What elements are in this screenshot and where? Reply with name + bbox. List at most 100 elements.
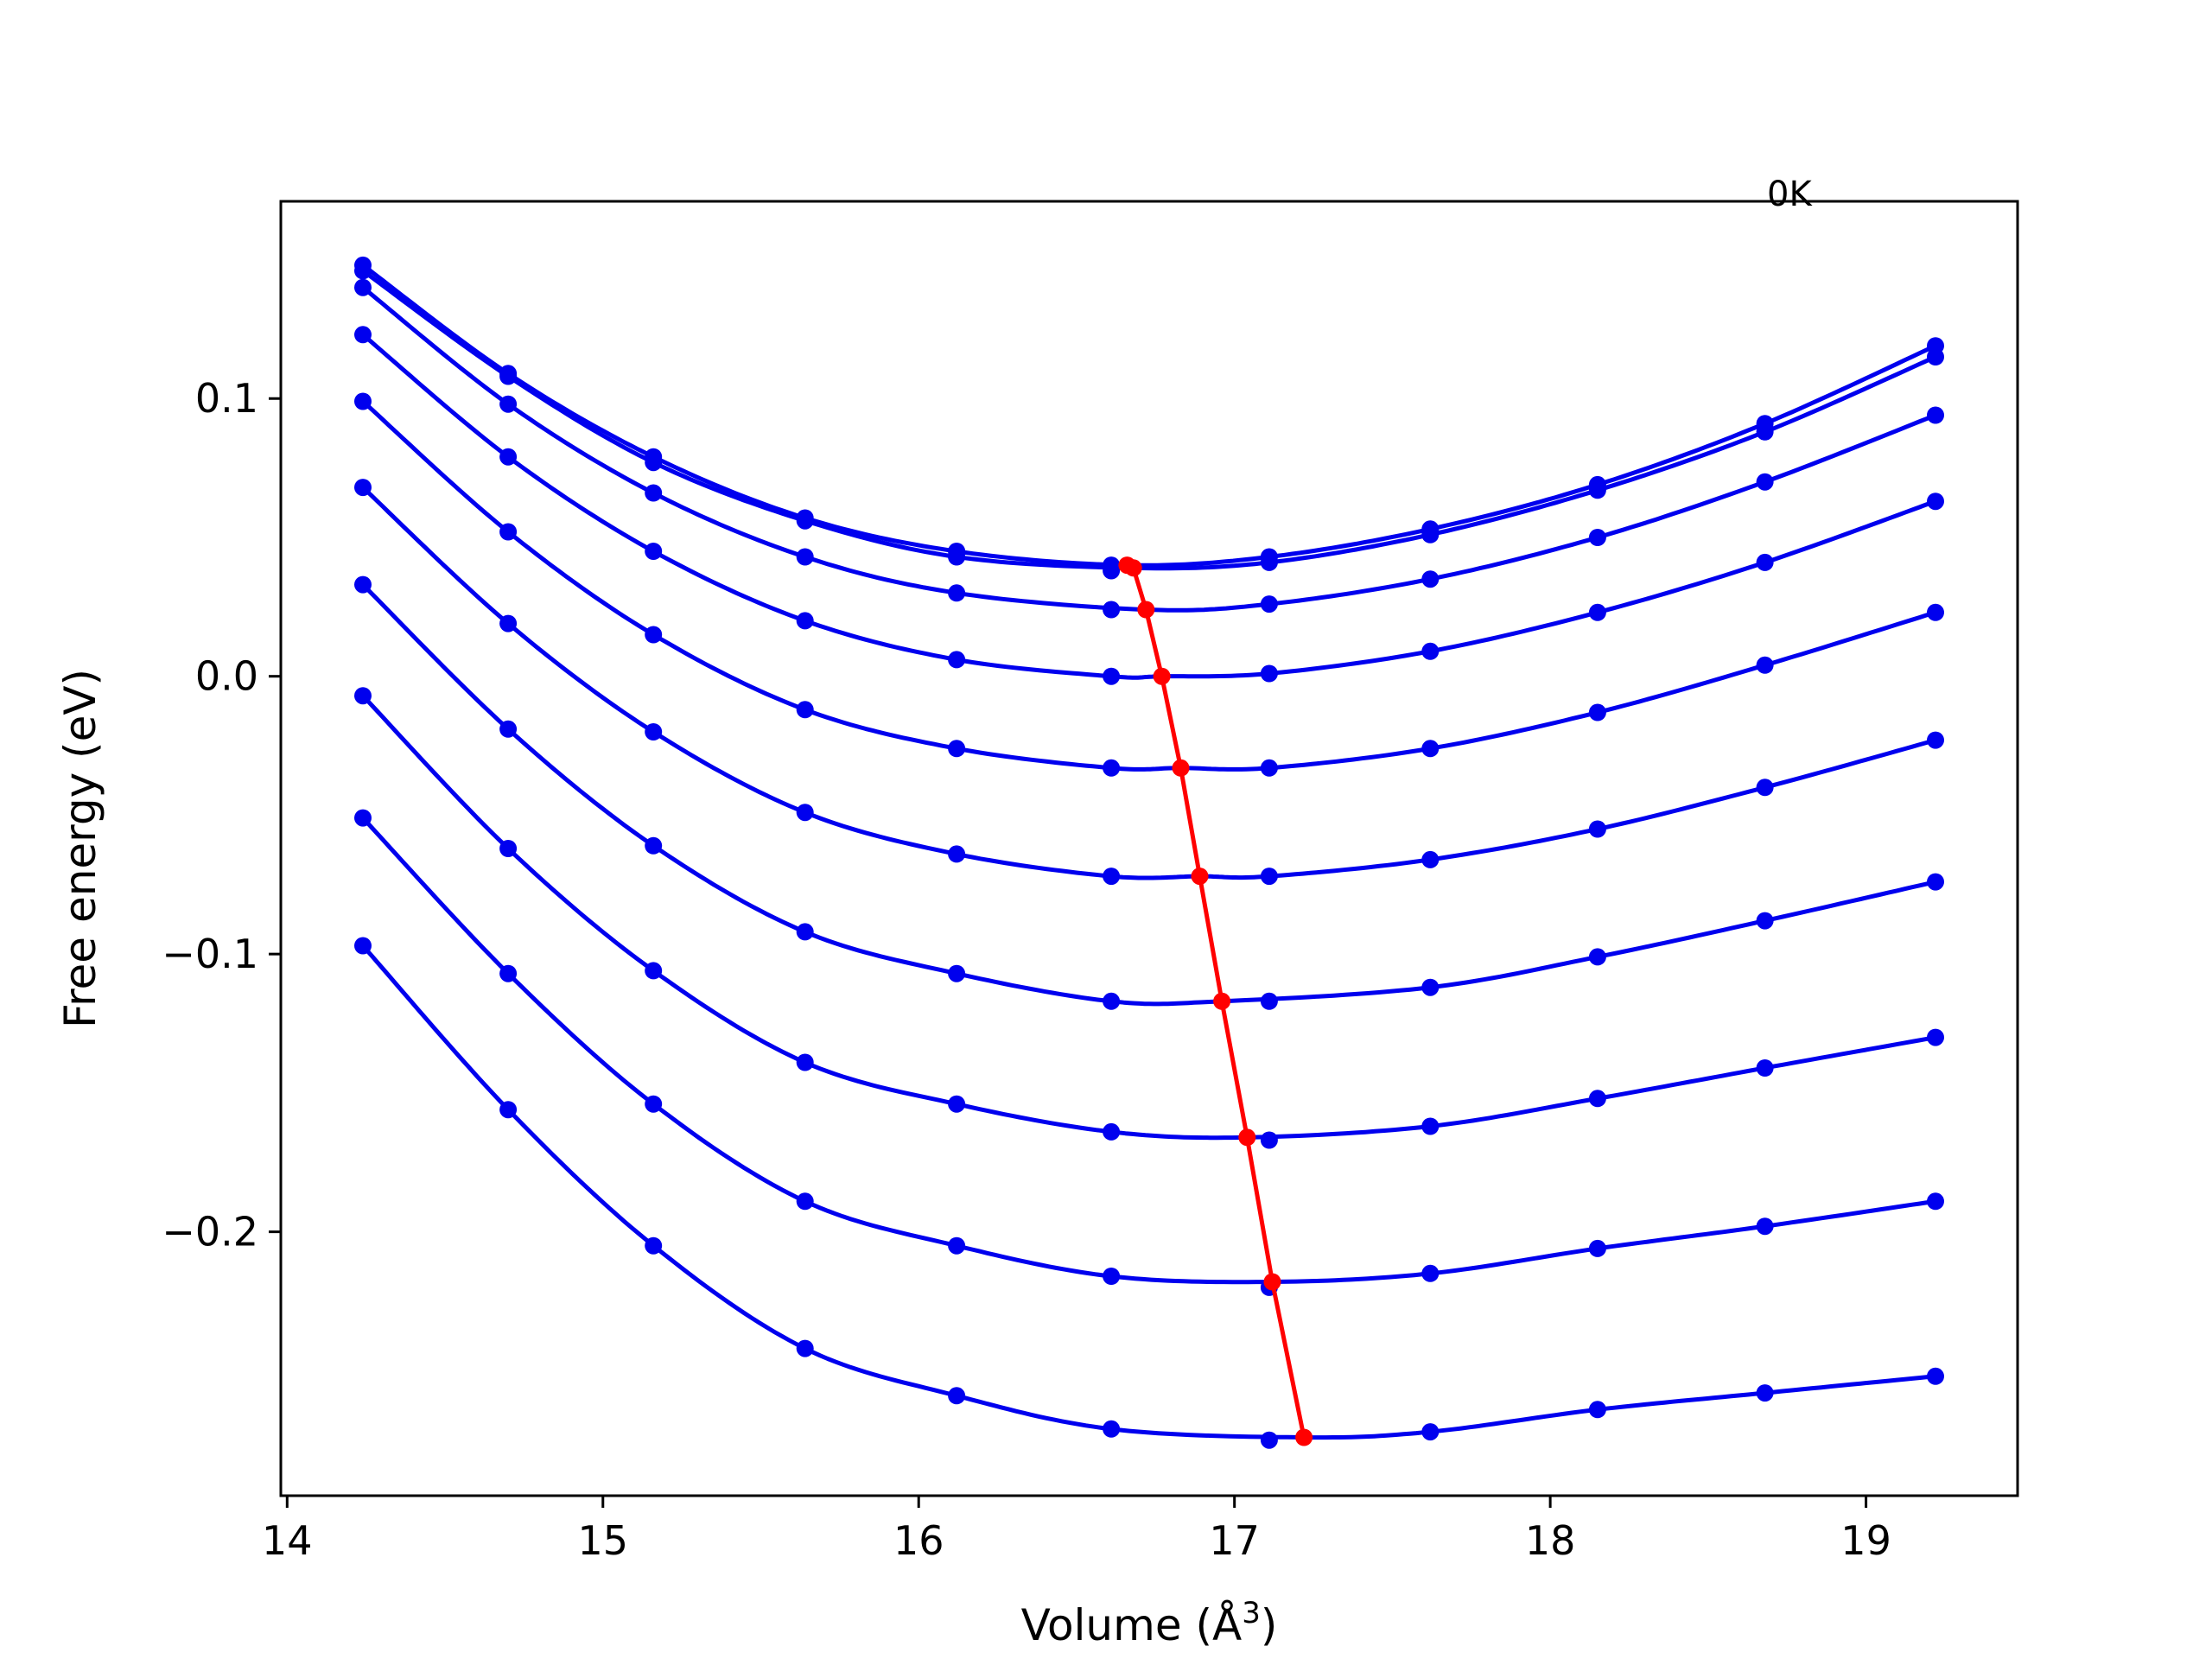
- x-tick-label-14: 14: [262, 1517, 313, 1564]
- minimum-point-4: [1172, 759, 1190, 777]
- point-c4-10: [1927, 493, 1944, 511]
- point-c7-8: [1588, 948, 1606, 966]
- y-tick-label-2: 0.0: [195, 653, 258, 700]
- x-tick-label-18: 18: [1525, 1517, 1576, 1564]
- minimum-point-1: [1124, 559, 1142, 577]
- minimum-point-3: [1153, 667, 1171, 685]
- point-c4-8: [1588, 603, 1606, 621]
- point-c7-7: [1421, 978, 1440, 996]
- point-c4-4: [948, 651, 966, 669]
- point-c7-3: [796, 923, 814, 941]
- point-c5-2: [645, 626, 663, 644]
- point-c6-4: [948, 845, 966, 863]
- point-c5-8: [1588, 703, 1606, 721]
- point-c2-7: [1421, 525, 1440, 543]
- point-c9-9: [1756, 1217, 1774, 1236]
- point-c8-8: [1588, 1090, 1606, 1108]
- temperature-annotation: 0K: [1767, 175, 1813, 214]
- point-c2-8: [1588, 481, 1606, 499]
- point-c7-2: [645, 836, 663, 855]
- curve-c4: [361, 333, 1936, 680]
- minima-line: [1118, 556, 1313, 1446]
- point-c8-7: [1421, 1117, 1440, 1135]
- point-c8-6: [1260, 1131, 1278, 1149]
- point-c10-5: [1103, 1420, 1121, 1438]
- curve-c6: [361, 486, 1936, 880]
- point-c3-9: [1756, 473, 1774, 491]
- point-c5-10: [1927, 603, 1944, 621]
- point-c2-9: [1756, 423, 1774, 441]
- point-c9-0: [354, 809, 372, 827]
- point-c6-0: [354, 479, 372, 497]
- point-c5-3: [796, 701, 814, 719]
- curve-c5: [361, 399, 1936, 772]
- point-c6-2: [645, 723, 663, 741]
- point-c9-7: [1421, 1264, 1440, 1282]
- point-c6-5: [1103, 868, 1121, 886]
- point-c10-8: [1588, 1401, 1606, 1419]
- point-c3-0: [354, 278, 372, 296]
- point-c3-7: [1421, 570, 1440, 588]
- point-c6-10: [1927, 731, 1944, 749]
- data-points: [354, 256, 1944, 1449]
- point-c4-6: [1260, 664, 1278, 683]
- x-tick-label-19: 19: [1840, 1517, 1891, 1564]
- minimum-point-9: [1295, 1428, 1313, 1446]
- minimum-point-5: [1191, 868, 1209, 886]
- point-c3-8: [1588, 529, 1606, 546]
- x-axis-label: Volume (Å3): [1021, 1596, 1278, 1650]
- point-c7-9: [1756, 912, 1774, 930]
- point-c4-3: [796, 612, 814, 630]
- point-c5-1: [499, 523, 518, 541]
- plot-frame: [279, 200, 2019, 1497]
- point-c5-5: [1103, 759, 1121, 777]
- point-c8-3: [796, 1053, 814, 1071]
- point-c8-10: [1927, 1028, 1944, 1046]
- point-c10-3: [796, 1339, 814, 1357]
- point-c6-8: [1588, 820, 1606, 838]
- minimum-point-7: [1238, 1128, 1256, 1147]
- point-c10-7: [1421, 1423, 1440, 1441]
- point-c6-6: [1260, 868, 1278, 886]
- point-c10-2: [645, 1236, 663, 1255]
- x-tick-label-16: 16: [893, 1517, 944, 1564]
- point-c8-0: [354, 687, 372, 705]
- y-axis-ticks: −0.2 −0.1 0.0 0.1: [162, 375, 281, 1255]
- minimum-point-2: [1137, 601, 1155, 619]
- point-c3-4: [948, 584, 966, 602]
- point-c2-5: [1103, 562, 1121, 580]
- point-c7-4: [948, 964, 966, 982]
- point-c2-1: [499, 367, 518, 385]
- y-tick-label-1: −0.1: [162, 931, 258, 977]
- point-c3-5: [1103, 601, 1121, 619]
- point-c3-2: [645, 484, 663, 502]
- point-c4-5: [1103, 667, 1121, 685]
- point-c2-4: [948, 548, 966, 566]
- point-c2-2: [645, 454, 663, 472]
- y-tick-label-3: 0.1: [195, 375, 258, 422]
- point-c5-7: [1421, 740, 1440, 758]
- point-c10-10: [1927, 1367, 1944, 1385]
- point-c9-8: [1588, 1239, 1606, 1257]
- point-c9-4: [948, 1236, 966, 1255]
- point-c9-10: [1927, 1192, 1944, 1211]
- point-c4-7: [1421, 642, 1440, 660]
- y-axis-label: Free energy (eV): [55, 669, 105, 1028]
- point-c10-4: [948, 1387, 966, 1405]
- point-c6-3: [796, 804, 814, 822]
- point-c10-9: [1756, 1384, 1774, 1402]
- point-c6-7: [1421, 850, 1440, 868]
- point-c7-1: [499, 720, 518, 738]
- point-c2-3: [796, 512, 814, 530]
- point-c5-4: [948, 740, 966, 758]
- point-c3-3: [796, 548, 814, 566]
- point-c4-9: [1756, 553, 1774, 571]
- point-c7-6: [1260, 992, 1278, 1010]
- point-c2-0: [354, 262, 372, 280]
- point-c5-6: [1260, 759, 1278, 777]
- point-c3-1: [499, 395, 518, 413]
- minimum-point-6: [1213, 992, 1231, 1010]
- point-c8-4: [948, 1095, 966, 1113]
